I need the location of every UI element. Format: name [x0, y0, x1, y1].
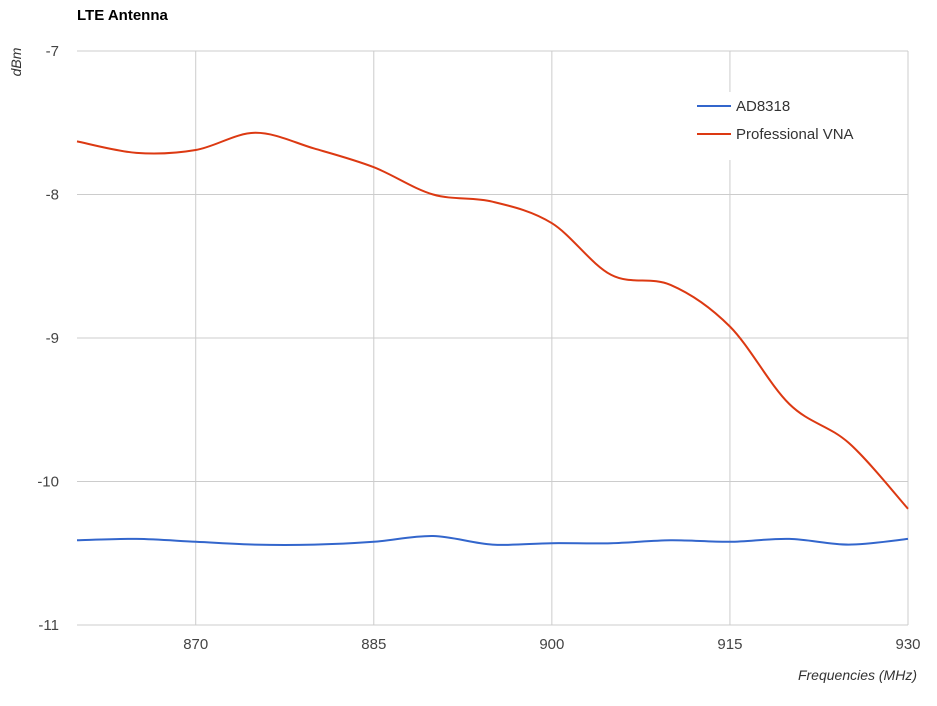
y-tick-label: -9: [46, 330, 59, 347]
x-tick-label: 930: [895, 636, 920, 653]
x-tick-label: 915: [717, 636, 742, 653]
legend-label: Professional VNA: [736, 126, 854, 143]
x-tick-label: 885: [361, 636, 386, 653]
y-tick-label: -10: [37, 474, 59, 491]
x-axis-label: Frequencies (MHz): [798, 667, 917, 683]
y-tick-label: -7: [46, 43, 59, 60]
grid-lines: [77, 50, 909, 626]
series-line-professional-vna: [76, 131, 909, 510]
y-tick-label: -11: [38, 617, 59, 634]
y-tick-label: -8: [46, 187, 59, 204]
series-lines: [76, 131, 909, 546]
chart-title: LTE Antenna: [77, 7, 168, 24]
x-tick-label: 900: [539, 636, 564, 653]
x-tick-labels: 870 885 900 915 930: [183, 636, 920, 653]
legend-label: AD8318: [736, 98, 790, 115]
legend-background: [690, 92, 890, 160]
y-tick-labels: -7 -8 -9 -10 -11: [37, 43, 59, 634]
y-axis-label: dBm: [8, 47, 24, 76]
series-line-ad8318: [76, 534, 909, 546]
x-tick-label: 870: [183, 636, 208, 653]
legend: AD8318 Professional VNA: [690, 92, 890, 160]
